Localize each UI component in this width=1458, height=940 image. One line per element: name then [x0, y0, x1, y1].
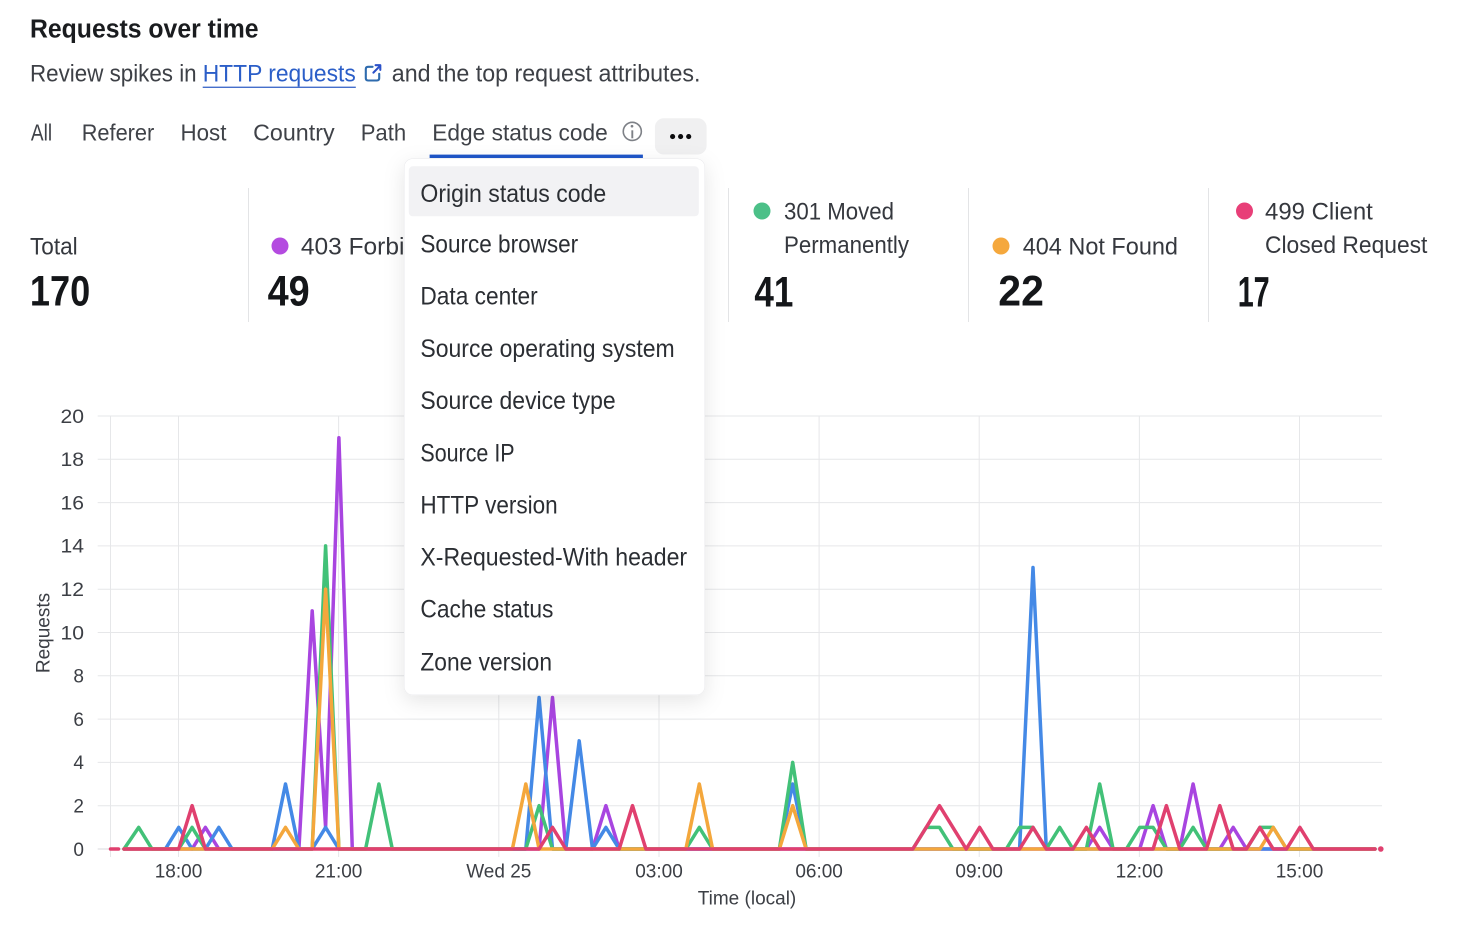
svg-text:18: 18 [61, 450, 85, 471]
svg-text:X-Requested-With header: X-Requested-With header [420, 544, 687, 572]
svg-text:Host: Host [181, 119, 227, 145]
svg-text:Requests: Requests [34, 593, 55, 673]
svg-text:15:00: 15:00 [1276, 862, 1324, 883]
svg-text:All: All [31, 119, 52, 145]
svg-text:8: 8 [73, 667, 84, 688]
svg-text:Edge status code: Edge status code [432, 119, 607, 145]
svg-text:14: 14 [61, 537, 85, 558]
svg-text:06:00: 06:00 [795, 862, 843, 883]
svg-text:Closed Request: Closed Request [1265, 232, 1428, 259]
svg-text:2: 2 [73, 797, 84, 818]
svg-text:21:00: 21:00 [315, 862, 363, 883]
svg-text:18:00: 18:00 [155, 862, 203, 883]
svg-text:22: 22 [998, 267, 1044, 315]
svg-text:Wed 25: Wed 25 [466, 862, 531, 883]
svg-text:Requests over time: Requests over time [30, 15, 259, 43]
svg-text:12:00: 12:00 [1116, 862, 1164, 883]
svg-text:Cache status: Cache status [420, 596, 553, 624]
svg-text:Source browser: Source browser [420, 230, 578, 258]
svg-text:0: 0 [73, 840, 84, 861]
svg-text:Origin status code: Origin status code [420, 180, 606, 208]
svg-text:HTTP requests: HTTP requests [203, 61, 356, 88]
svg-text:Zone version: Zone version [420, 648, 552, 676]
svg-text:Source IP: Source IP [420, 440, 514, 468]
svg-text:499 Client: 499 Client [1265, 198, 1373, 225]
svg-text:10: 10 [61, 623, 85, 644]
svg-text:Permanently: Permanently [784, 232, 909, 259]
svg-text:17: 17 [1238, 269, 1270, 317]
svg-text:12: 12 [61, 580, 85, 601]
svg-text:170: 170 [30, 267, 90, 315]
svg-text:301 Moved: 301 Moved [784, 198, 894, 225]
svg-text:16: 16 [61, 493, 85, 514]
svg-text:Review spikes in: Review spikes in [30, 61, 197, 88]
svg-text:404 Not Found: 404 Not Found [1023, 233, 1178, 260]
svg-text:Source operating system: Source operating system [420, 335, 674, 363]
svg-text:41: 41 [754, 269, 793, 317]
svg-text:Country: Country [253, 119, 335, 145]
svg-text:Source device type: Source device type [420, 387, 615, 415]
svg-text:Path: Path [361, 119, 407, 145]
svg-text:49: 49 [268, 267, 310, 315]
svg-text:09:00: 09:00 [955, 862, 1003, 883]
svg-text:Total: Total [30, 233, 78, 260]
svg-text:Referer: Referer [82, 119, 155, 145]
svg-text:4: 4 [73, 753, 84, 774]
svg-text:03:00: 03:00 [635, 862, 683, 883]
svg-text:HTTP version: HTTP version [420, 492, 557, 520]
svg-text:Time (local): Time (local) [698, 889, 797, 910]
svg-text:and the top request attributes: and the top request attributes. [392, 61, 701, 88]
svg-text:Data center: Data center [420, 282, 537, 310]
svg-text:6: 6 [73, 710, 84, 731]
svg-text:20: 20 [61, 407, 85, 428]
